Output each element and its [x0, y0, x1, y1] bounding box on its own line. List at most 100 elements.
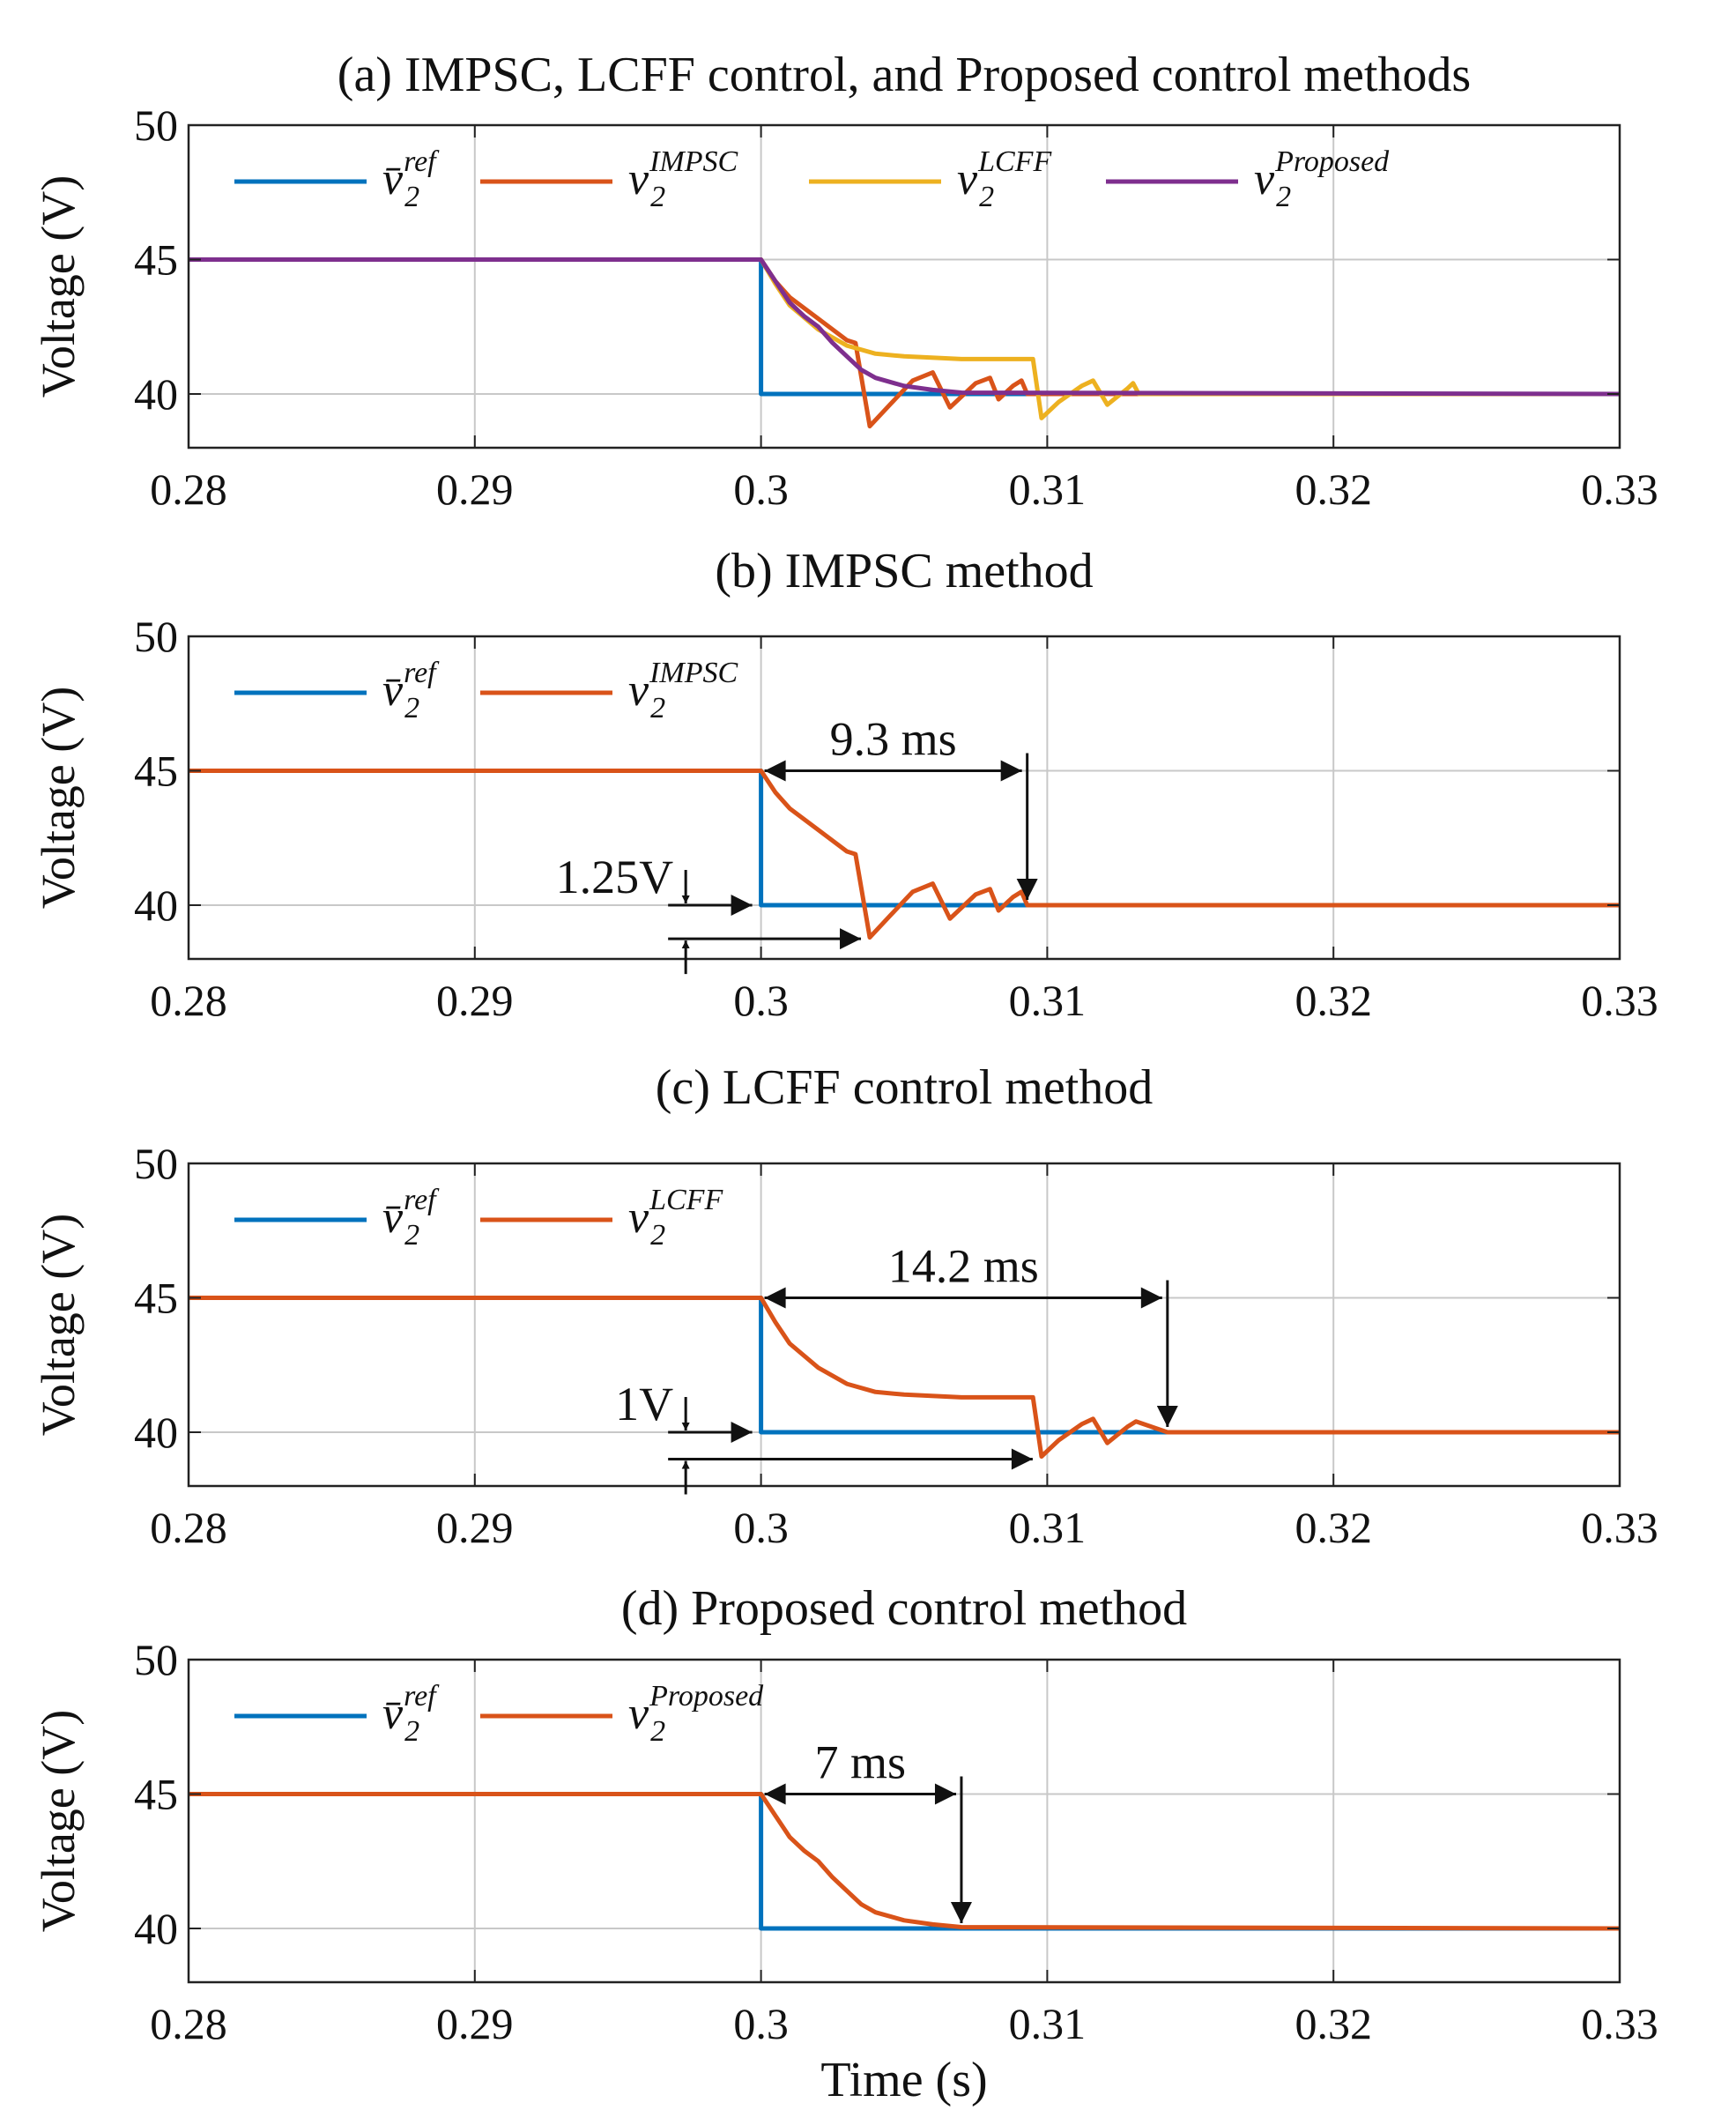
x-tick-label: 0.33	[1581, 976, 1658, 1025]
legend-subscript: 2	[404, 692, 419, 724]
legend-subscript: 2	[650, 1715, 665, 1748]
x-tick-label: 0.31	[1009, 1503, 1087, 1552]
series-line-1	[189, 1792, 1621, 1931]
legend-entry: v̄2ref	[382, 657, 440, 724]
y-tick-label: 40	[134, 369, 178, 419]
x-tick-label: 0.3	[733, 1503, 789, 1552]
y-tick-label: 45	[134, 1770, 178, 1819]
legend-entry: v̄2ref	[382, 1184, 440, 1252]
legend-superscript: Proposed	[1274, 145, 1390, 178]
legend-symbol: v	[628, 154, 649, 204]
axes-box	[187, 1162, 1621, 1488]
x-tick-label: 0.32	[1295, 976, 1372, 1025]
legend-superscript: Proposed	[649, 1680, 764, 1713]
legend-entry: v2IMPSC	[628, 145, 738, 213]
legend-subscript: 2	[404, 1219, 419, 1252]
x-tick-label: 0.29	[436, 1999, 514, 2048]
y-tick-label: 45	[134, 1274, 178, 1323]
chart-title: (d) Proposed control method	[621, 1581, 1187, 1636]
x-tick-label: 0.3	[733, 976, 789, 1025]
legend-entry: v2Proposed	[1254, 145, 1390, 213]
legend-subscript: 2	[650, 181, 665, 213]
x-tick-label: 0.31	[1009, 976, 1087, 1025]
legend-subscript: 2	[404, 1715, 419, 1748]
series-line-1	[189, 1296, 1620, 1459]
settling-time-label: 9.3 ms	[830, 713, 957, 766]
legend-symbol: v	[1254, 154, 1275, 204]
x-tick-label: 0.3	[733, 464, 789, 514]
series-line-3	[189, 257, 1621, 397]
x-tick-label: 0.31	[1009, 464, 1087, 514]
x-tick-label: 0.33	[1581, 1999, 1658, 2048]
x-tick-label: 0.32	[1295, 1999, 1372, 2048]
legend-entry: v̄2ref	[382, 1680, 440, 1748]
legend-superscript: LCFF	[649, 1184, 723, 1216]
panel-c: (c) LCFF control method 0.28 0.29 0.3 0.31 0.…	[32, 1060, 1658, 1552]
legend-entry: v2Proposed	[628, 1680, 764, 1748]
y-tick-label: 40	[134, 880, 178, 930]
x-tick-label: 0.33	[1581, 1503, 1658, 1552]
x-tick-label: 0.3	[733, 1999, 789, 2048]
x-tick-label: 0.31	[1009, 1999, 1087, 2048]
legend-superscript: ref	[404, 145, 440, 178]
x-tick-label: 0.29	[436, 1503, 514, 1552]
x-tick-label: 0.28	[150, 1503, 227, 1552]
x-tick-label: 0.28	[150, 464, 227, 514]
series-line-1	[189, 257, 1620, 429]
x-tick-label: 0.28	[150, 1999, 227, 2048]
y-axis-label: Voltage (V)	[32, 175, 85, 398]
y-axis-label: Voltage (V)	[32, 1214, 85, 1436]
y-tick-label: 40	[134, 1408, 178, 1457]
panel-d: (d) Proposed control method 0.28 0.29 0.3 0.…	[32, 1581, 1658, 2107]
legend-symbol: v	[628, 1689, 649, 1739]
legend-superscript: IMPSC	[649, 657, 738, 689]
legend-symbol: v	[628, 665, 649, 716]
legend-symbol: v̄	[382, 665, 404, 716]
overshoot-label: 1V	[615, 1378, 673, 1430]
legend-subscript: 2	[650, 1219, 665, 1252]
settling-time-label: 7 ms	[815, 1736, 907, 1789]
chart-title: (a) IMPSC, LCFF control, and Proposed co…	[338, 48, 1471, 102]
panel-b: (b) IMPSC method 0.28 0.29 0.3 0.31 0.32 0.33 4…	[32, 544, 1658, 1025]
x-tick-label: 0.29	[436, 464, 514, 514]
y-axis-label: Voltage (V)	[32, 1710, 85, 1932]
legend-symbol: v	[628, 1193, 649, 1243]
y-tick-label: 50	[134, 1635, 178, 1684]
x-tick-label: 0.33	[1581, 464, 1658, 514]
y-tick-label: 45	[134, 747, 178, 796]
x-axis-label: Time (s)	[820, 2053, 987, 2107]
y-tick-label: 40	[134, 1904, 178, 1953]
legend-symbol: v	[957, 154, 978, 204]
x-tick-label: 0.29	[436, 976, 514, 1025]
legend-entry: v2LCFF	[957, 145, 1052, 213]
legend-superscript: LCFF	[977, 145, 1052, 178]
chart-title: (b) IMPSC method	[715, 544, 1093, 598]
axes-box	[187, 123, 1621, 450]
y-tick-label: 50	[134, 100, 178, 150]
panel-a: (a) IMPSC, LCFF control, and Proposed co…	[32, 48, 1658, 514]
x-tick-label: 0.28	[150, 976, 227, 1025]
x-tick-label: 0.32	[1295, 464, 1372, 514]
legend-subscript: 2	[1276, 181, 1291, 213]
legend-superscript: ref	[404, 1184, 440, 1216]
legend-subscript: 2	[979, 181, 994, 213]
legend-symbol: v̄	[382, 1689, 404, 1739]
y-tick-label: 50	[134, 1139, 178, 1188]
y-axis-label: Voltage (V)	[32, 687, 85, 909]
legend-superscript: ref	[404, 657, 440, 689]
series-line-1	[189, 769, 1620, 940]
legend-symbol: v̄	[382, 154, 404, 204]
x-tick-label: 0.32	[1295, 1503, 1372, 1552]
axes-box	[187, 1658, 1621, 1984]
y-tick-label: 50	[134, 612, 178, 661]
chart-title: (c) LCFF control method	[656, 1060, 1154, 1115]
legend-entry: v2IMPSC	[628, 657, 738, 724]
legend-entry: v̄2ref	[382, 145, 440, 213]
axes-box	[187, 635, 1621, 961]
legend-subscript: 2	[404, 181, 419, 213]
legend-entry: v2LCFF	[628, 1184, 723, 1252]
y-tick-label: 45	[134, 235, 178, 285]
settling-time-label: 14.2 ms	[888, 1240, 1039, 1293]
legend-superscript: ref	[404, 1680, 440, 1713]
